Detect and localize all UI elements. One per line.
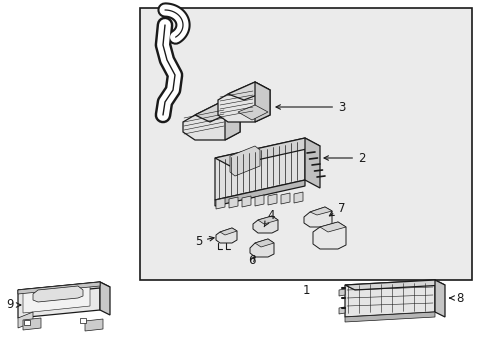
Polygon shape [23,285,90,313]
Polygon shape [227,82,269,100]
Polygon shape [312,222,346,249]
Polygon shape [345,280,434,317]
Text: 9: 9 [6,298,20,311]
Polygon shape [18,282,100,318]
Polygon shape [309,207,331,215]
Polygon shape [254,195,264,206]
Polygon shape [258,216,278,224]
Polygon shape [18,282,100,294]
Text: 8: 8 [449,292,463,305]
Polygon shape [220,228,237,235]
Polygon shape [254,82,269,122]
Polygon shape [319,222,346,232]
Polygon shape [215,180,305,206]
Polygon shape [18,282,110,295]
Polygon shape [218,82,269,122]
Polygon shape [434,280,444,317]
Polygon shape [238,105,267,120]
Polygon shape [18,312,33,328]
Polygon shape [215,138,319,166]
Polygon shape [85,319,103,331]
Polygon shape [345,312,434,322]
Polygon shape [338,307,345,314]
Bar [140,8,471,280]
Polygon shape [304,207,331,227]
Polygon shape [254,239,273,247]
Polygon shape [293,192,303,203]
Polygon shape [345,280,444,290]
Polygon shape [267,194,276,205]
Text: 1: 1 [302,284,309,297]
Polygon shape [33,286,83,302]
Polygon shape [281,193,289,204]
Polygon shape [183,100,240,140]
Text: 5: 5 [194,234,214,248]
Polygon shape [216,198,224,209]
Polygon shape [249,239,273,257]
Polygon shape [229,146,260,176]
Polygon shape [252,216,278,233]
Polygon shape [242,196,250,207]
Polygon shape [195,100,240,122]
Polygon shape [224,100,240,140]
Polygon shape [23,318,41,330]
Text: 6: 6 [248,253,256,266]
Polygon shape [305,138,319,188]
Polygon shape [215,138,305,200]
Polygon shape [100,282,110,315]
Text: 4: 4 [264,208,274,227]
Bar [80,318,86,323]
Text: 2: 2 [324,152,365,165]
Text: 7: 7 [329,202,345,216]
Polygon shape [228,197,238,208]
Bar [24,320,30,325]
Polygon shape [338,289,345,296]
Polygon shape [216,228,237,243]
Text: 3: 3 [275,100,345,113]
